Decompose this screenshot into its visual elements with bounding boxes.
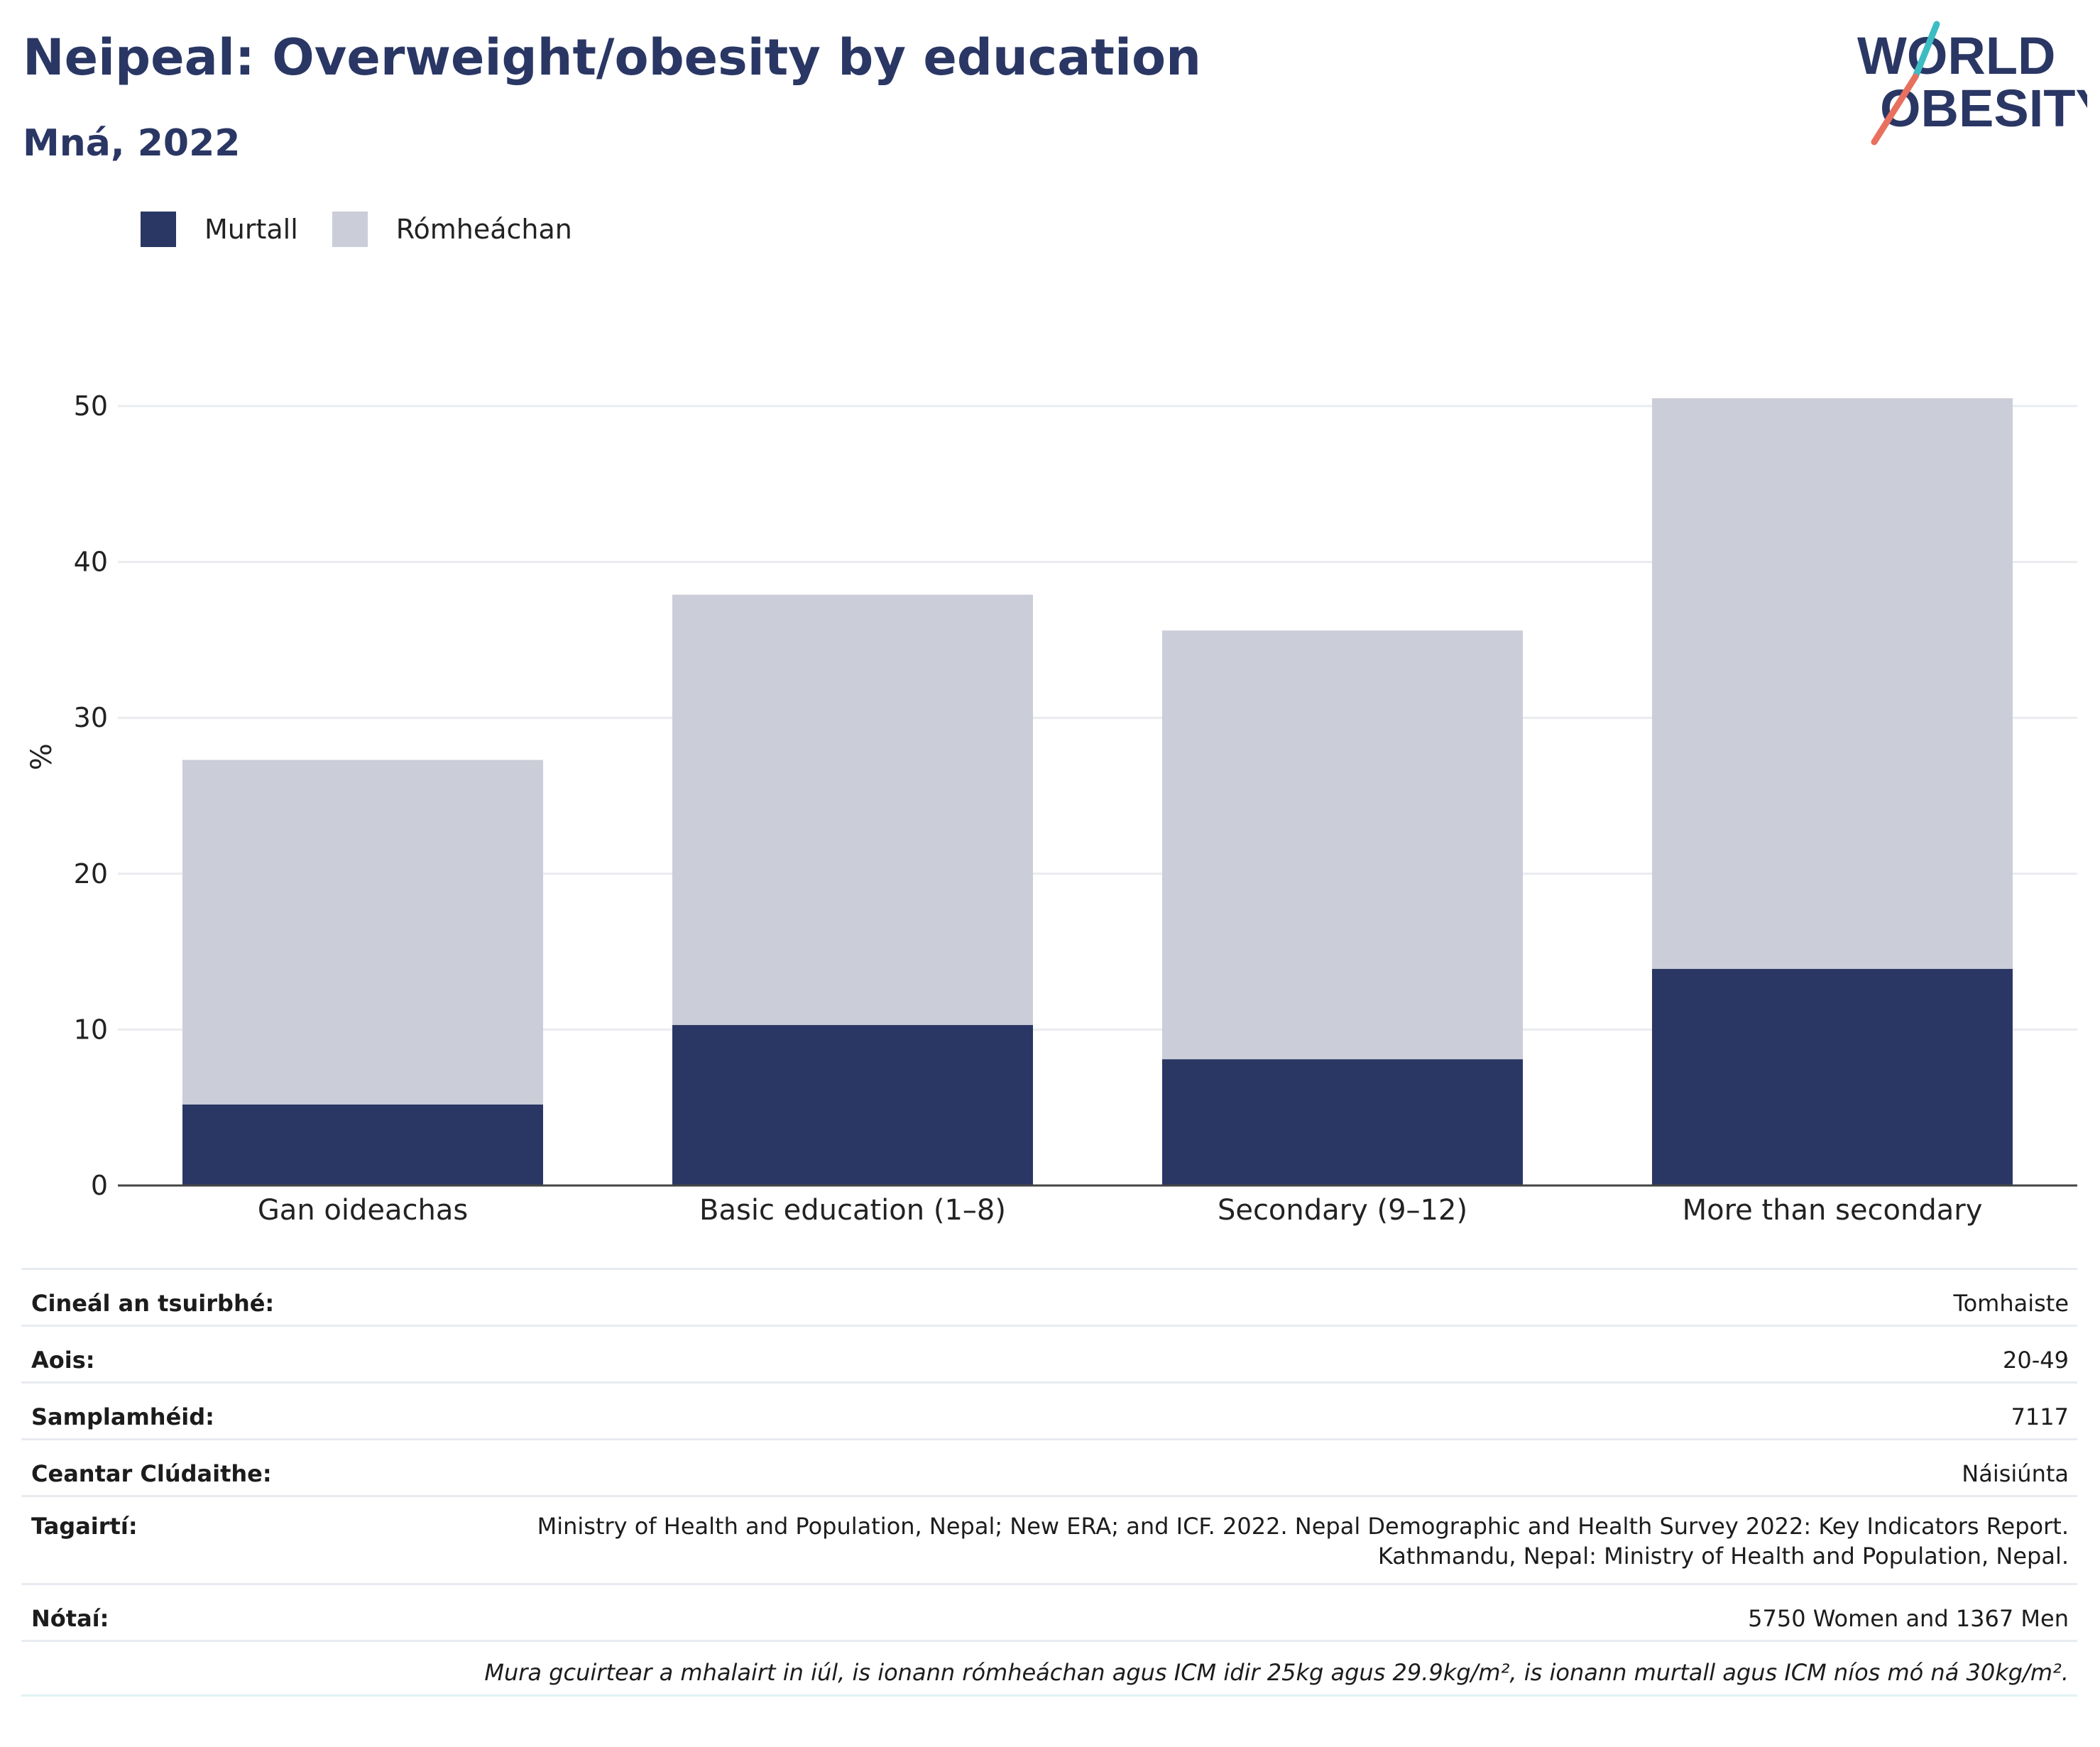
bar-overweight-0 [182, 760, 543, 1105]
x-tick-label-0: Gan oideachas [258, 1194, 468, 1227]
y-tick-label-20: 20 [74, 858, 108, 889]
definition-footnote: Mura gcuirtear a mhalairt in iúl, is ion… [484, 1659, 2069, 1686]
survey-info-table: Cineál an tsuirbhé: Tomhaiste Aois: 20-4… [21, 1268, 2077, 1697]
x-tick-label-3: More than secondary [1683, 1194, 1983, 1227]
age-label: Aois: [31, 1347, 95, 1374]
stacked-bar-chart: 0 10 20 30 40 50% Gan oideachas Basic education… [26, 390, 2077, 1227]
info-row-footnote: Mura gcuirtear a mhalairt in iúl, is ion… [21, 1640, 2077, 1697]
y-axis-label: % [26, 743, 58, 770]
bar-obese-0 [182, 1104, 543, 1185]
legend-label-obese: Murtall [204, 214, 298, 245]
info-row-area: Ceantar Clúdaithe: Náisiúnta [21, 1438, 2077, 1495]
world-obesity-logo: WORLD OBESITY [1857, 21, 2087, 146]
x-tick-label-2: Secondary (9–12) [1218, 1194, 1467, 1227]
survey-type-label: Cineál an tsuirbhé: [31, 1290, 275, 1317]
bar-overweight-2 [1162, 630, 1523, 1060]
legend-item-overweight: Rómheáchan [332, 212, 572, 247]
x-tick-label-1: Basic education (1–8) [699, 1194, 1006, 1227]
sample-size-label: Samplamhéid: [31, 1403, 214, 1430]
bar-obese-3 [1652, 968, 2013, 1185]
legend-swatch-overweight [332, 212, 368, 247]
info-row-sample-size: Samplamhéid: 7117 [21, 1381, 2077, 1438]
logo-slash-teal [1912, 21, 1940, 80]
y-tick-label-40: 40 [74, 547, 108, 578]
info-row-age: Aois: 20-49 [21, 1325, 2077, 1381]
chart-subtitle: Mná, 2022 [23, 122, 241, 165]
references-line-2: Kathmandu, Nepal: Ministry of Health and… [1377, 1543, 2069, 1570]
bar-obese-2 [1162, 1059, 1523, 1185]
y-tick-label-0: 0 [91, 1170, 108, 1201]
legend-label-overweight: Rómheáchan [395, 214, 572, 245]
notes-label: Nótaí: [31, 1605, 109, 1632]
bar-overweight-1 [672, 594, 1033, 1025]
bar-obese-1 [672, 1024, 1033, 1185]
logo-text-world: WORLD [1857, 26, 2056, 85]
references-line-1: Ministry of Health and Population, Nepal… [537, 1513, 2069, 1540]
y-tick-label-10: 10 [74, 1014, 108, 1045]
legend-item-obese: Murtall [141, 212, 298, 247]
logo-text-obesity: OBESITY [1880, 79, 2087, 138]
bar-overweight-3 [1652, 398, 2013, 969]
chart-legend: Murtall Rómheáchan [141, 212, 606, 247]
notes-value: 5750 Women and 1367 Men [1748, 1605, 2069, 1632]
chart-title: Neipeal: Overweight/obesity by education [23, 28, 1201, 87]
legend-swatch-obese [141, 212, 176, 247]
age-value: 20-49 [2003, 1347, 2069, 1374]
info-row-notes: Nótaí: 5750 Women and 1367 Men [21, 1583, 2077, 1640]
y-tick-label-30: 30 [74, 702, 108, 733]
references-value: Ministry of Health and Population, Nepal… [537, 1511, 2077, 1571]
area-value: Náisiúnta [1962, 1460, 2069, 1487]
sample-size-value: 7117 [2011, 1403, 2069, 1430]
logo-slash-coral [1871, 73, 1919, 146]
info-row-references: Tagairtí: Ministry of Health and Populat… [21, 1495, 2077, 1583]
references-label: Tagairtí: [31, 1513, 138, 1540]
info-row-survey-type: Cineál an tsuirbhé: Tomhaiste [21, 1268, 2077, 1325]
y-tick-label-50: 50 [74, 390, 108, 422]
area-label: Ceantar Clúdaithe: [31, 1460, 272, 1487]
survey-type-value: Tomhaiste [1953, 1290, 2069, 1317]
